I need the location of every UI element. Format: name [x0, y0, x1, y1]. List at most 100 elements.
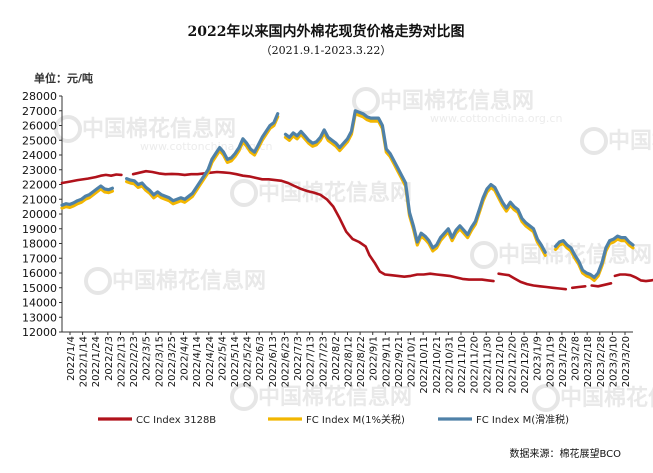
series-line-2 [60, 187, 114, 210]
x-tick-label: 2022/8/22 [356, 336, 367, 387]
series-line-3 [125, 112, 280, 203]
y-tick-label: 27000 [22, 105, 57, 118]
chart-title: 2022年以来国内外棉花现货价格走势对比图 [188, 23, 465, 40]
y-tick-label: 25000 [22, 134, 57, 147]
y-tick-label: 17000 [22, 252, 57, 265]
y-tick-label: 15000 [22, 282, 57, 295]
series-line-3 [553, 234, 635, 279]
watermark-logo [54, 115, 82, 143]
x-tick-label: 2022/10/1 [407, 336, 418, 387]
chart-subtitle: （2021.9.1-2023.3.22） [261, 44, 392, 57]
series-line-2 [553, 237, 635, 282]
y-tick-label: 28000 [22, 90, 57, 103]
x-tick-label: 2022/4/14 [192, 336, 203, 387]
x-tick-label: 2022/3/5 [142, 336, 153, 381]
watermark-logo [230, 383, 258, 411]
legend: CC Index 3128B FC Index M(1%关税) FC Index M… [98, 413, 569, 426]
x-tick-label: 2022/10/31 [444, 336, 455, 394]
watermark-logo [230, 179, 258, 207]
x-tick-label: 2022/1/4 [66, 336, 77, 381]
y-tick-label: 18000 [22, 238, 57, 251]
x-tick-label: 2023/2/8 [571, 336, 582, 381]
x-tick-label: 2022/6/3 [255, 336, 266, 381]
watermark-logo [84, 267, 112, 295]
x-tick-label: 2022/10/21 [432, 336, 443, 394]
x-tick-label: 2022/10/11 [419, 336, 430, 394]
x-tick-labels: 2022/1/4 2022/1/14 2022/1/24 2022/2/3 2022/2… [66, 332, 632, 394]
x-tick-label: 2022/1/24 [91, 336, 102, 387]
y-tick-label: 14000 [22, 297, 57, 310]
data-source: 数据来源：棉花展望BCO [509, 447, 621, 460]
x-tick-label: 2022/12/30 [520, 336, 531, 394]
x-tick-label: 2022/2/23 [129, 336, 140, 387]
watermark-layer: 中国棉花信息网中国棉花信息网中国棉花信息网中国棉花信息网中国棉花信息网中国棉花信… [54, 87, 653, 412]
legend-label-2: FC Index M(1%关税) [306, 413, 405, 426]
watermark-logo [470, 241, 498, 269]
x-tick-label: 2022/8/2 [331, 336, 342, 381]
series-line-1 [497, 272, 568, 291]
x-tick-label: 2022/4/24 [205, 336, 216, 387]
watermark-text: 中国棉花信息网 [112, 268, 266, 294]
series-line-1 [571, 285, 587, 290]
watermark-logo [352, 87, 380, 115]
legend-label-3: FC Index M(滑准税) [476, 413, 569, 426]
x-tick-label: 2023/2/18 [583, 336, 594, 387]
x-tick-label: 2022/9/21 [394, 336, 405, 387]
x-tick-label: 2022/1/14 [79, 336, 90, 387]
y-tick-label: 22000 [22, 179, 57, 192]
x-tick-label: 2022/3/25 [167, 336, 178, 387]
x-tick-label: 2023/2/28 [596, 336, 607, 387]
watermark-text: 中国棉花信息网 [82, 116, 236, 142]
x-tick-label: 2022/6/23 [280, 336, 291, 387]
x-tick-label: 2023/3/10 [608, 336, 619, 387]
x-tick-label: 2022/3/15 [154, 336, 165, 387]
x-tick-label: 2022/11/20 [470, 336, 481, 394]
x-tick-label: 2022/9/11 [381, 336, 392, 387]
x-tick-label: 2022/12/10 [495, 336, 506, 394]
x-tick-label: 2022/2/3 [104, 336, 115, 381]
series-lines [60, 109, 653, 291]
x-tick-label: 2022/7/3 [293, 336, 304, 381]
series-line-3 [283, 109, 547, 254]
x-tick-label: 2022/6/13 [268, 336, 279, 387]
unit-label: 单位：元/吨 [34, 71, 93, 85]
watermark-text: 中国棉花信息网 [258, 180, 412, 206]
x-tick-label: 2022/7/23 [318, 336, 329, 387]
x-tick-label: 2023/1/9 [533, 336, 544, 381]
x-tick-label: 2022/5/14 [230, 336, 241, 387]
x-tick-label: 2023/1/29 [558, 336, 569, 387]
series-line-3 [60, 184, 114, 207]
watermark-text: 中国棉花信息网 [380, 88, 534, 114]
y-tick-label: 13000 [22, 311, 57, 324]
x-tick-label: 2022/2/13 [116, 336, 127, 387]
y-tick-label: 24000 [22, 149, 57, 162]
watermark-text: 中国棉花信息网 [560, 385, 653, 411]
y-tick-label: 26000 [22, 120, 57, 133]
x-tick-label: 2023/3/20 [621, 336, 632, 387]
x-tick-label: 2023/1/19 [545, 336, 556, 387]
x-tick-label: 2022/11/10 [457, 336, 468, 394]
watermark-text: 中国棉花信息网 [608, 128, 653, 154]
watermark-logo [532, 384, 560, 412]
x-tick-label: 2022/4/4 [180, 336, 191, 381]
x-tick-label: 2022/5/4 [217, 336, 228, 381]
x-tick-label: 2022/9/1 [369, 336, 380, 381]
watermark-text: 中国棉花信息网 [258, 384, 412, 410]
y-tick-label: 12000 [22, 326, 57, 339]
series-line-1 [60, 173, 123, 185]
x-tick-label: 2022/7/13 [306, 336, 317, 387]
y-tick-label: 16000 [22, 267, 57, 280]
watermark-url: www.cottonchina.org.cn [430, 112, 562, 125]
watermark-logo [580, 127, 608, 155]
x-tick-label: 2022/11/30 [482, 336, 493, 394]
y-tick-label: 23000 [22, 164, 57, 177]
x-tick-label: 2022/5/24 [243, 336, 254, 387]
series-line-1 [613, 273, 653, 283]
series-line-1 [590, 282, 613, 288]
y-tick-label: 19000 [22, 223, 57, 236]
x-tick-label: 2022/8/12 [344, 336, 355, 387]
legend-label-1: CC Index 3128B [136, 415, 216, 426]
y-tick-label: 20000 [22, 208, 57, 221]
